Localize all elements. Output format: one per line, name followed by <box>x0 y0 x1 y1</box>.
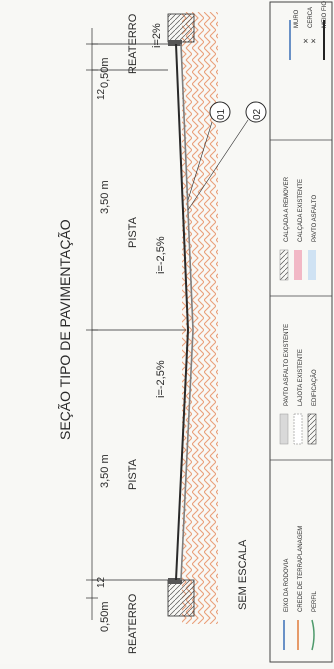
callout-02: 02 <box>252 108 263 120</box>
legend-perfil: PERFIL <box>312 590 318 612</box>
legend-edificacao: EDIFICAÇÃO <box>311 369 318 406</box>
legend-crede: CREDE DE TERRAPLANAGEM <box>298 526 304 612</box>
legend-existing-walk-swatch <box>294 250 302 280</box>
dim-shoulder-right: 0,50m <box>99 57 111 88</box>
label-slope-right: i=-2,5% <box>155 236 167 274</box>
curb-top <box>167 13 195 43</box>
callout-02-circle <box>245 101 267 123</box>
callout-01-circle <box>209 101 231 123</box>
legend-profile-symbol <box>311 619 315 651</box>
curb-bottom-cap <box>168 578 182 584</box>
label-lane-left: PISTA <box>127 458 139 490</box>
legend-calcada-existente: CALÇADA EXISTENTE <box>298 179 304 242</box>
dim-lane-left: 3,50 m <box>99 454 111 488</box>
pavement-top <box>175 43 190 581</box>
section-title: SEÇÃO TIPO DE PAVIMENTAÇÃO <box>57 219 73 440</box>
legend-calcada-remover: CALÇADA A REMOVER <box>284 176 290 242</box>
label-slope-shoulder: i=2% <box>151 23 163 48</box>
callout-leader <box>187 121 213 201</box>
legend-frame <box>269 1 333 663</box>
legend-cerca: CERCA <box>308 7 314 28</box>
label-fill-right: REATERRO <box>127 13 139 74</box>
legend-muro: MURO <box>294 9 300 28</box>
dim-curb-left: 12 <box>96 576 107 588</box>
dim-curb-right: 12 <box>96 88 107 100</box>
legend-x-mark: × × <box>303 36 316 46</box>
legend-remove-swatch <box>279 249 289 281</box>
legend-pavto-existente: PAVTO ASFALTO EXISTENTE <box>284 324 290 406</box>
curb-bottom <box>167 579 195 617</box>
legend-asphalt-swatch <box>308 250 316 280</box>
legend-pavto-asfalto: PAVTO ASFALTO <box>312 195 318 242</box>
curb-top-cap <box>168 40 182 46</box>
legend-building-swatch <box>307 413 317 445</box>
pavement-base <box>180 43 194 581</box>
scale-note: SEM ESCALA <box>237 539 249 610</box>
legend-lajota: LAJOTA EXISTENTE <box>298 349 304 406</box>
label-slope-left: i=-2,5% <box>155 360 167 398</box>
dim-shoulder-left: 0,50m <box>99 601 111 632</box>
vertical-guides <box>92 43 186 581</box>
label-fill-left: REATERRO <box>127 593 139 654</box>
callout-01: 01 <box>216 108 227 120</box>
dim-lane-right: 3,50 m <box>99 180 111 214</box>
label-lane-right: PISTA <box>127 216 139 248</box>
legend-eixo: EIXO DA RODOVIA <box>284 559 290 612</box>
legend-lajota-swatch <box>293 413 303 445</box>
legend-existing-asphalt-swatch <box>279 413 289 445</box>
callout-leader <box>187 119 249 211</box>
legend-meio-fio: MEIO FIO <box>322 1 328 28</box>
